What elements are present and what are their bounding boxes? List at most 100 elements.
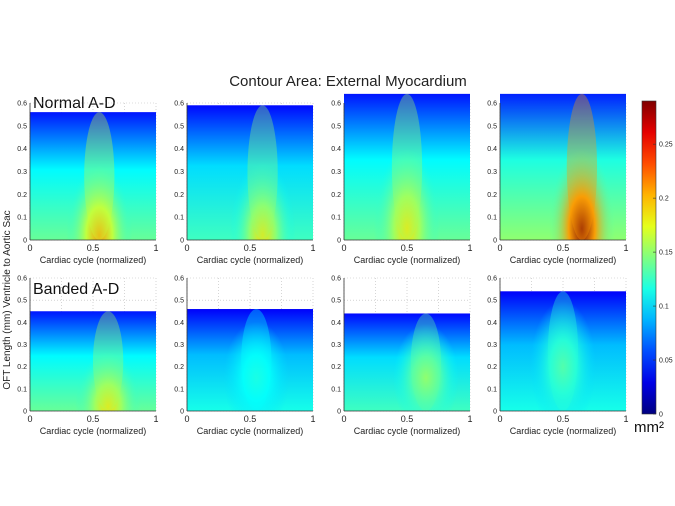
x-axis-label: Cardiac cycle (normalized) bbox=[510, 426, 617, 436]
y-tick-label: 0 bbox=[23, 409, 27, 416]
systolic-band bbox=[410, 313, 442, 411]
x-tick-label: 0 bbox=[184, 243, 189, 253]
y-tick-label: 0.3 bbox=[17, 342, 27, 349]
y-tick-label: 0 bbox=[493, 238, 497, 245]
y-tick-label: 0.1 bbox=[17, 215, 27, 222]
x-tick-label: 0.5 bbox=[401, 243, 414, 253]
y-tick-label: 0.1 bbox=[331, 215, 341, 222]
y-tick-label: 0.1 bbox=[487, 386, 497, 393]
y-tick-label: 0.1 bbox=[174, 386, 184, 393]
heatmap-panel-6: 0 0.1 0.2 0.3 0.4 0.5 0.6 0 0.5 1 Cardiac cycle (n… bbox=[174, 276, 315, 437]
y-tick-label: 0.3 bbox=[174, 342, 184, 349]
peak-region bbox=[75, 351, 141, 411]
y-tick-label: 0.4 bbox=[487, 320, 497, 327]
systolic-band bbox=[247, 105, 278, 240]
heatmap-panel-4: 0 0.1 0.2 0.3 0.4 0.5 0.6 0 0.5 1 Cardiac cycle (n… bbox=[487, 93, 629, 265]
peak-region bbox=[530, 300, 596, 411]
y-axis-label: OFT Length (mm) Ventricle to Aortic Sac bbox=[2, 210, 13, 389]
x-axis-label: Cardiac cycle (normalized) bbox=[197, 426, 304, 436]
systolic-band bbox=[93, 311, 124, 411]
y-tick-label: 0.1 bbox=[17, 386, 27, 393]
row-label-banded: Banded A-D bbox=[33, 281, 119, 298]
colorbar: 0 0.05 0.1 0.15 0.2 0.25 mm² bbox=[634, 100, 673, 436]
y-tick-label: 0.5 bbox=[174, 298, 184, 305]
colorbar-tick-label: 0 bbox=[659, 412, 663, 419]
y-tick-label: 0.4 bbox=[174, 320, 184, 327]
x-axis-label: Cardiac cycle (normalized) bbox=[510, 255, 617, 265]
systolic-band bbox=[391, 93, 423, 240]
x-tick-label: 0.5 bbox=[87, 414, 100, 424]
x-tick-label: 0 bbox=[497, 414, 502, 424]
y-tick-label: 0.6 bbox=[17, 101, 27, 108]
y-tick-label: 0.6 bbox=[331, 276, 341, 283]
y-tick-label: 0.1 bbox=[174, 215, 184, 222]
y-tick-label: 0.2 bbox=[174, 364, 184, 371]
colorbar-gradient bbox=[641, 100, 657, 415]
systolic-band bbox=[84, 112, 115, 240]
y-tick-label: 0.2 bbox=[331, 192, 341, 199]
y-tick-label: 0.3 bbox=[331, 169, 341, 176]
x-tick-label: 1 bbox=[623, 243, 628, 253]
y-tick-label: 0 bbox=[23, 238, 27, 245]
y-tick-label: 0.3 bbox=[17, 169, 27, 176]
y-tick-label: 0.5 bbox=[487, 123, 497, 130]
panels-group: 0 0.1 0.2 0.3 0.4 0.5 0.6 0 0.5 1 Cardiac cycle (n… bbox=[17, 93, 629, 437]
y-tick-label: 0.6 bbox=[17, 276, 27, 283]
colorbar-tick-label: 0.15 bbox=[659, 250, 673, 257]
y-tick-label: 0.4 bbox=[17, 146, 27, 153]
x-tick-label: 0 bbox=[341, 414, 346, 424]
y-tick-label: 0.2 bbox=[487, 192, 497, 199]
y-tick-label: 0.4 bbox=[174, 146, 184, 153]
heatmap-panel-5: 0 0.1 0.2 0.3 0.4 0.5 0.6 0 0.5 1 Cardiac cycle (n… bbox=[17, 276, 158, 437]
heatmap-panel-1: 0 0.1 0.2 0.3 0.4 0.5 0.6 0 0.5 1 Cardiac cycle (n… bbox=[17, 101, 158, 266]
y-tick-label: 0.2 bbox=[487, 364, 497, 371]
systolic-band bbox=[241, 309, 272, 411]
y-tick-label: 0.5 bbox=[17, 123, 27, 130]
x-tick-label: 1 bbox=[310, 414, 315, 424]
y-tick-label: 0.6 bbox=[174, 101, 184, 108]
heatmap-panel-8: 0 0.1 0.2 0.3 0.4 0.5 0.6 0 0.5 1 Cardiac cycle (n… bbox=[487, 276, 628, 437]
y-tick-label: 0.2 bbox=[17, 192, 27, 199]
y-tick-label: 0.3 bbox=[331, 342, 341, 349]
y-tick-label: 0.4 bbox=[331, 320, 341, 327]
peak-region bbox=[549, 148, 615, 240]
y-tick-label: 0.4 bbox=[331, 146, 341, 153]
y-tick-label: 0.4 bbox=[487, 146, 497, 153]
systolic-band bbox=[547, 291, 579, 411]
y-tick-label: 0.3 bbox=[174, 169, 184, 176]
heatmap-panel-7: 0 0.1 0.2 0.3 0.4 0.5 0.6 0 0.5 1 Cardiac cycle (n… bbox=[331, 276, 472, 437]
y-tick-label: 0.1 bbox=[487, 215, 497, 222]
x-axis-label: Cardiac cycle (normalized) bbox=[197, 255, 304, 265]
y-tick-label: 0.5 bbox=[174, 123, 184, 130]
x-tick-label: 0 bbox=[497, 243, 502, 253]
x-tick-label: 0.5 bbox=[401, 414, 414, 424]
y-tick-label: 0 bbox=[180, 409, 184, 416]
y-tick-label: 0.2 bbox=[331, 364, 341, 371]
y-tick-label: 0.5 bbox=[331, 298, 341, 305]
heatmap-panel-2: 0 0.1 0.2 0.3 0.4 0.5 0.6 0 0.5 1 Cardiac cycle (n… bbox=[174, 101, 315, 266]
y-tick-label: 0.4 bbox=[17, 320, 27, 327]
x-tick-label: 1 bbox=[623, 414, 628, 424]
systolic-band bbox=[566, 93, 598, 240]
colorbar-unit: mm² bbox=[634, 419, 664, 436]
x-tick-label: 0 bbox=[341, 243, 346, 253]
x-tick-label: 0.5 bbox=[244, 414, 257, 424]
peak-region bbox=[374, 148, 440, 240]
x-tick-label: 0.5 bbox=[244, 243, 257, 253]
x-axis-label: Cardiac cycle (normalized) bbox=[354, 426, 461, 436]
y-tick-label: 0.5 bbox=[17, 298, 27, 305]
x-tick-label: 1 bbox=[153, 414, 158, 424]
y-tick-label: 0.2 bbox=[174, 192, 184, 199]
y-tick-label: 0.6 bbox=[331, 101, 341, 108]
x-tick-label: 1 bbox=[467, 414, 472, 424]
figure-title: Contour Area: External Myocardium bbox=[229, 73, 467, 90]
peak-region bbox=[66, 165, 133, 240]
y-tick-label: 0 bbox=[493, 409, 497, 416]
x-tick-label: 1 bbox=[153, 243, 158, 253]
y-tick-label: 0 bbox=[180, 238, 184, 245]
row-label-normal: Normal A-D bbox=[33, 95, 116, 112]
y-tick-label: 0.3 bbox=[487, 169, 497, 176]
x-axis-label: Cardiac cycle (normalized) bbox=[40, 255, 147, 265]
y-tick-label: 0.5 bbox=[487, 298, 497, 305]
